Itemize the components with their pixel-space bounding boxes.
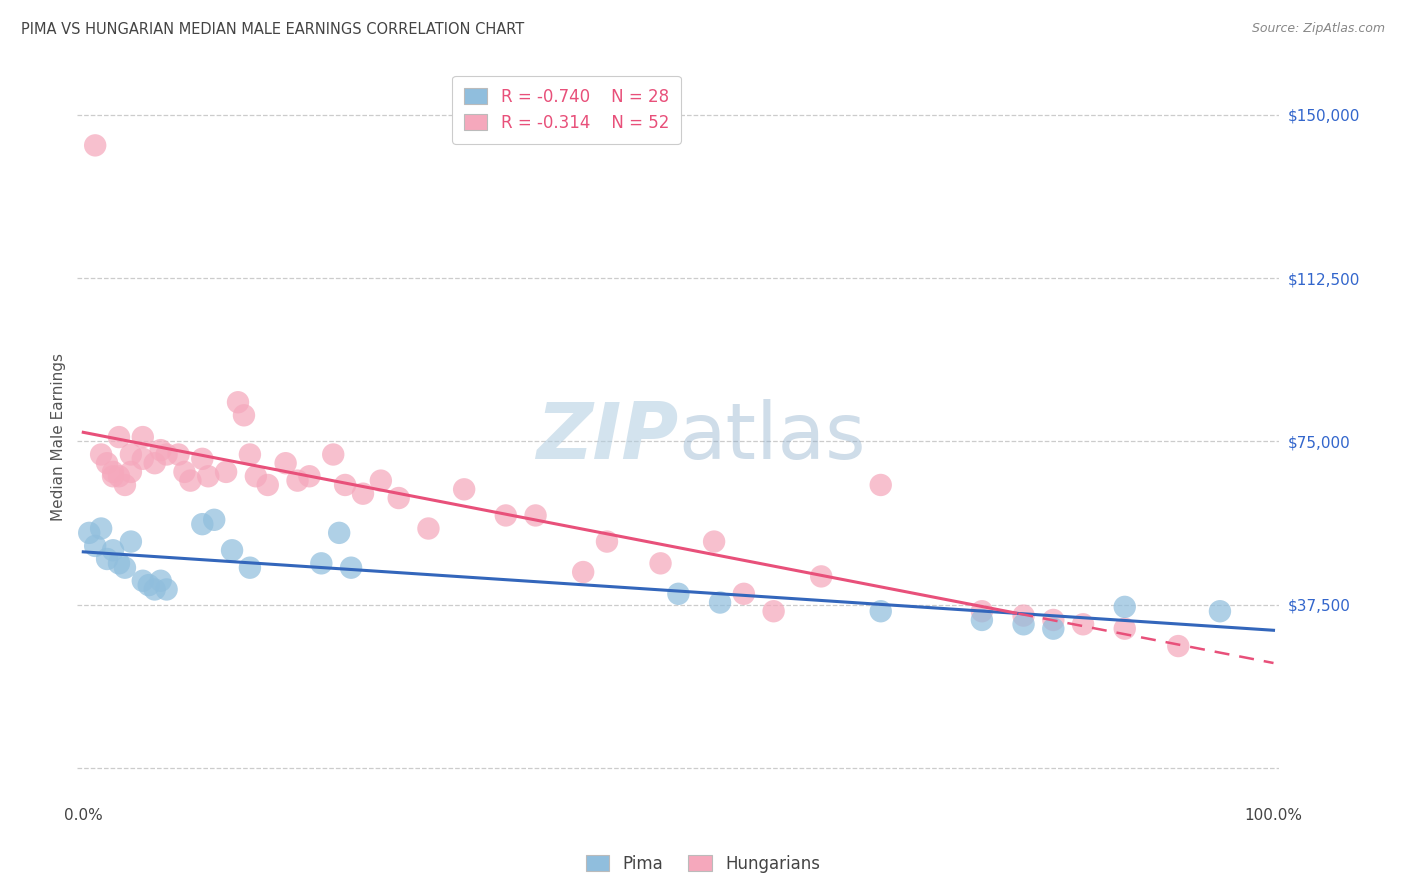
Point [96, 456, 118, 470]
Point [120, 534, 142, 549]
Point [108, 557, 131, 571]
Point [155, 448, 177, 462]
Point [703, 534, 725, 549]
Point [869, 604, 891, 618]
Point [287, 474, 309, 488]
Point [1012, 617, 1035, 632]
Point [328, 525, 350, 540]
Point [132, 430, 155, 444]
Point [90, 521, 112, 535]
Point [709, 595, 731, 609]
Point [418, 521, 440, 535]
Point [149, 574, 172, 588]
Point [120, 448, 142, 462]
Text: PIMA VS HUNGARIAN MEDIAN MALE EARNINGS CORRELATION CHART: PIMA VS HUNGARIAN MEDIAN MALE EARNINGS C… [21, 22, 524, 37]
Point [114, 560, 136, 574]
Point [101, 465, 124, 479]
Point [132, 574, 155, 588]
Point [352, 486, 374, 500]
Point [191, 517, 214, 532]
Point [138, 578, 160, 592]
Point [90, 448, 112, 462]
Point [370, 474, 392, 488]
Point [173, 465, 195, 479]
Point [1114, 622, 1136, 636]
Point [762, 604, 785, 618]
Legend: Pima, Hungarians: Pima, Hungarians [579, 848, 827, 880]
Point [453, 483, 475, 497]
Point [322, 448, 344, 462]
Point [191, 451, 214, 466]
Point [167, 448, 190, 462]
Point [1114, 599, 1136, 614]
Point [1071, 617, 1094, 632]
Text: ZIP: ZIP [536, 399, 679, 475]
Point [84, 138, 107, 153]
Point [77, 525, 100, 540]
Point [108, 430, 131, 444]
Point [143, 456, 166, 470]
Point [1042, 613, 1064, 627]
Point [120, 465, 142, 479]
Point [869, 478, 891, 492]
Point [149, 443, 172, 458]
Point [1012, 608, 1035, 623]
Point [215, 465, 238, 479]
Point [84, 539, 107, 553]
Point [143, 582, 166, 597]
Point [114, 478, 136, 492]
Point [970, 613, 993, 627]
Point [298, 469, 321, 483]
Y-axis label: Median Male Earnings: Median Male Earnings [51, 353, 66, 521]
Point [495, 508, 517, 523]
Point [970, 604, 993, 618]
Point [274, 456, 297, 470]
Point [245, 469, 267, 483]
Point [256, 478, 278, 492]
Point [96, 552, 118, 566]
Point [388, 491, 411, 505]
Point [239, 560, 262, 574]
Point [1042, 622, 1064, 636]
Point [733, 587, 755, 601]
Point [311, 557, 333, 571]
Point [572, 565, 595, 579]
Point [202, 513, 225, 527]
Point [340, 560, 363, 574]
Point [108, 469, 131, 483]
Point [650, 557, 672, 571]
Point [810, 569, 832, 583]
Text: atlas: atlas [679, 399, 866, 475]
Point [1167, 639, 1189, 653]
Text: Source: ZipAtlas.com: Source: ZipAtlas.com [1251, 22, 1385, 36]
Legend: R = -0.740    N = 28, R = -0.314    N = 52: R = -0.740 N = 28, R = -0.314 N = 52 [453, 76, 681, 144]
Point [179, 474, 201, 488]
Point [197, 469, 219, 483]
Point [155, 582, 177, 597]
Point [1209, 604, 1232, 618]
Point [233, 409, 256, 423]
Point [101, 543, 124, 558]
Point [132, 451, 155, 466]
Point [668, 587, 690, 601]
Point [101, 469, 124, 483]
Point [226, 395, 249, 409]
Point [333, 478, 356, 492]
Point [524, 508, 547, 523]
Point [221, 543, 243, 558]
Point [239, 448, 262, 462]
Point [596, 534, 619, 549]
